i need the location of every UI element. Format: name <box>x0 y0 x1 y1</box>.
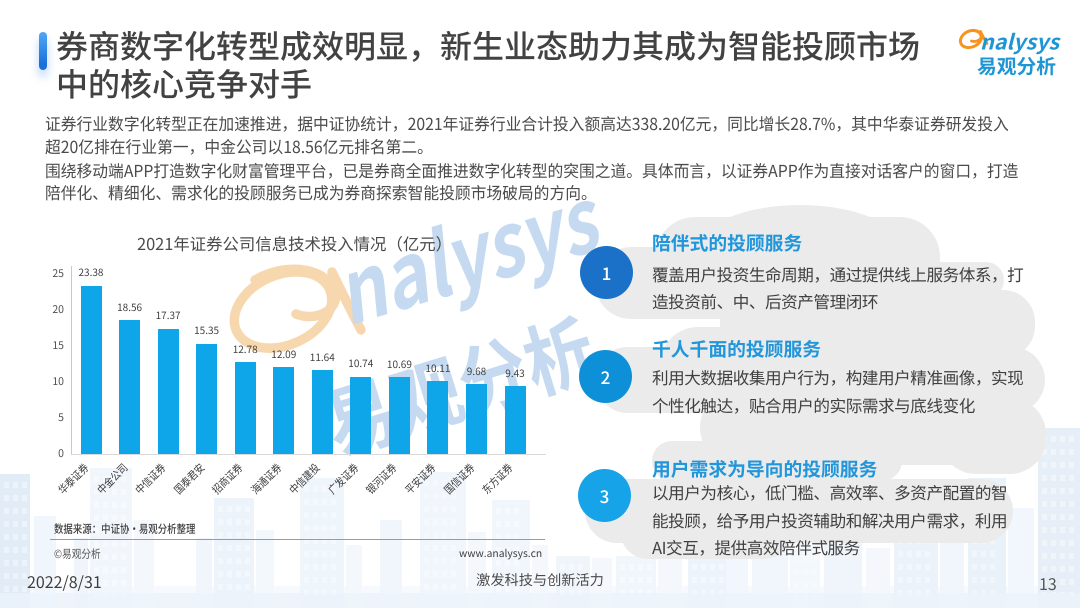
svg-text:易观分析: 易观分析 <box>977 51 1056 80</box>
svg-text:nalysys: nalysys <box>980 27 1062 57</box>
